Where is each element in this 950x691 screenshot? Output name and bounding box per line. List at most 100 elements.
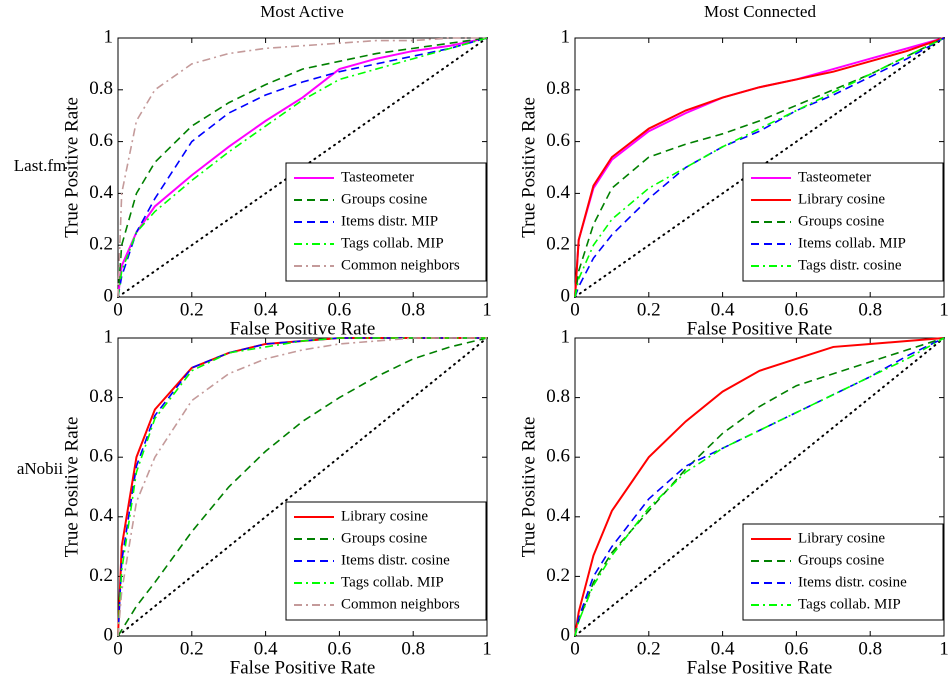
legend-label: Library cosine	[341, 508, 428, 524]
y-tick-label: 0.8	[89, 78, 113, 99]
legend-label: Groups cosine	[341, 191, 428, 207]
x-tick-label: 0.8	[858, 638, 882, 659]
x-tick-label: 0.6	[328, 638, 352, 659]
legend-label: Tags collab. MIP	[798, 596, 901, 612]
roc-curve	[117, 337, 487, 637]
y-axis-label: True Positive Rate	[518, 97, 539, 238]
legend-label: Items distr. MIP	[341, 213, 438, 229]
x-axis-label: False Positive Rate	[230, 657, 376, 678]
y-tick-label: 0.2	[89, 565, 113, 586]
legend-label: Groups cosine	[798, 213, 885, 229]
x-tick-label: 1	[939, 299, 949, 320]
y-tick-label: 0	[104, 285, 114, 306]
x-tick-label: 1	[482, 299, 492, 320]
y-axis-label: True Positive Rate	[61, 97, 82, 238]
y-tick-label: 0.2	[546, 565, 570, 586]
legend-box	[742, 162, 944, 282]
legend-label: Groups cosine	[341, 530, 428, 546]
y-tick-label: 1	[561, 26, 571, 47]
legend-label: Items distr. cosine	[798, 574, 907, 590]
roc-curve	[574, 337, 945, 637]
x-tick-label: 0.4	[711, 299, 735, 320]
legend-box	[285, 162, 487, 282]
x-tick-label: 1	[939, 638, 949, 659]
roc-curve	[117, 337, 488, 637]
y-tick-label: 0.8	[546, 78, 570, 99]
y-tick-label: 0	[104, 624, 114, 645]
plot-frame	[117, 37, 488, 298]
roc-curve	[574, 337, 945, 637]
plot-frame	[574, 37, 945, 298]
legend-label: Tags distr. cosine	[798, 257, 902, 273]
y-tick-label: 0.6	[89, 130, 113, 151]
roc-curve	[117, 37, 488, 298]
x-axis-label: False Positive Rate	[687, 318, 833, 339]
y-tick-label: 0.8	[89, 386, 113, 407]
x-tick-label: 0.4	[254, 299, 278, 320]
x-tick-label: 0	[570, 299, 580, 320]
y-tick-label: 0.6	[546, 446, 570, 467]
legend-label: Library cosine	[798, 191, 885, 207]
x-axis-label: False Positive Rate	[230, 318, 376, 339]
legend-label: Items collab. MIP	[798, 235, 906, 251]
x-tick-label: 0.2	[180, 299, 204, 320]
legend-label: Items distr. cosine	[341, 552, 450, 568]
y-axis-label: True Positive Rate	[61, 417, 82, 558]
y-tick-label: 0.6	[546, 130, 570, 151]
reference-diagonal	[117, 337, 488, 637]
reference-diagonal	[574, 337, 945, 637]
y-axis-label: True Positive Rate	[518, 417, 539, 558]
plot-frame	[117, 337, 488, 637]
legend-label: Groups cosine	[798, 552, 885, 568]
plot-frame	[574, 337, 945, 637]
x-tick-label: 0.8	[401, 638, 425, 659]
y-tick-label: 0.6	[89, 446, 113, 467]
row-label: aNobii	[17, 459, 64, 478]
x-tick-label: 0.6	[328, 299, 352, 320]
y-tick-label: 0.2	[546, 234, 570, 255]
x-tick-label: 0	[113, 638, 123, 659]
x-axis-label: False Positive Rate	[687, 657, 833, 678]
x-tick-label: 0.2	[180, 638, 204, 659]
column-title: Most Connected	[704, 2, 816, 21]
x-tick-label: 0.2	[637, 638, 661, 659]
legend-label: Tags collab. MIP	[341, 235, 444, 251]
x-tick-label: 0	[570, 638, 580, 659]
x-tick-label: 0.6	[785, 299, 809, 320]
legend-box	[285, 501, 487, 621]
y-tick-label: 0.4	[546, 182, 570, 203]
legend-label: Library cosine	[798, 530, 885, 546]
y-tick-label: 0.4	[89, 505, 113, 526]
y-tick-label: 0.4	[89, 182, 113, 203]
roc-curve	[574, 337, 945, 637]
legend-label: Common neighbors	[341, 596, 460, 612]
x-tick-label: 0.4	[711, 638, 735, 659]
y-tick-label: 0	[561, 285, 571, 306]
x-tick-label: 0.4	[254, 638, 278, 659]
roc-curve	[574, 37, 945, 298]
legend-label: Tasteometer	[341, 169, 414, 185]
y-tick-label: 0.8	[546, 386, 570, 407]
roc-curve	[117, 37, 488, 298]
x-tick-label: 0	[113, 299, 123, 320]
x-tick-label: 0.8	[858, 299, 882, 320]
x-tick-label: 0.8	[401, 299, 425, 320]
roc-curve	[574, 37, 945, 298]
y-tick-label: 1	[104, 26, 114, 47]
roc-curve	[574, 37, 945, 298]
legend-label: Common neighbors	[341, 257, 460, 273]
y-tick-label: 1	[104, 326, 114, 347]
y-tick-label: 0.4	[546, 505, 570, 526]
legend-label: Tags collab. MIP	[341, 574, 444, 590]
row-label: Last.fm	[14, 156, 66, 175]
column-title: Most Active	[260, 2, 344, 21]
y-tick-label: 0.2	[89, 234, 113, 255]
x-tick-label: 0.6	[785, 638, 809, 659]
roc-curve	[574, 337, 945, 637]
y-tick-label: 0	[561, 624, 571, 645]
x-tick-label: 0.2	[637, 299, 661, 320]
legend-label: Tasteometer	[798, 169, 871, 185]
y-tick-label: 1	[561, 326, 571, 347]
